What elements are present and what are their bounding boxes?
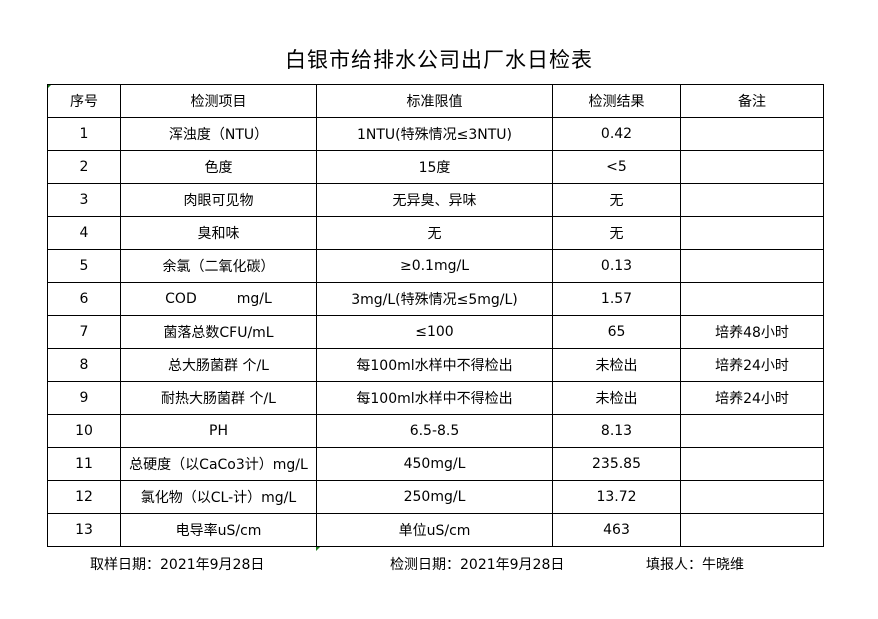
cell-result: 65 <box>552 315 681 349</box>
cell-item: 色度 <box>120 150 317 184</box>
cell-limit: 每100ml水样中不得检出 <box>316 348 553 382</box>
cell-limit: 450mg/L <box>316 447 553 481</box>
table-row: 6 COD mg/L 3mg/L(特殊情况≤5mg/L) 1.57 <box>47 282 824 316</box>
cell-result: 463 <box>552 513 681 547</box>
cell-remark: 培养48小时 <box>680 315 824 349</box>
table-row: 11 总硬度（以CaCo3计）mg/L 450mg/L 235.85 <box>47 447 824 481</box>
cell-result: 0.42 <box>552 117 681 151</box>
cell-item: 臭和味 <box>120 216 317 250</box>
cell-marker <box>316 546 321 551</box>
cell-remark <box>680 480 824 514</box>
cell-item: COD mg/L <box>120 282 317 316</box>
cell-item: 总大肠菌群 个/L <box>120 348 317 382</box>
cell-remark <box>680 513 824 547</box>
cell-limit: 无异臭、异味 <box>316 183 553 217</box>
cell-limit: 6.5-8.5 <box>316 414 553 448</box>
cell-item: 总硬度（以CaCo3计）mg/L <box>120 447 317 481</box>
cell-index: 9 <box>47 381 121 415</box>
cell-index: 1 <box>47 117 121 151</box>
cell-limit: 每100ml水样中不得检出 <box>316 381 553 415</box>
cell-index: 6 <box>47 282 121 316</box>
table-row: 2 色度 15度 <5 <box>47 150 824 184</box>
cell-index: 7 <box>47 315 121 349</box>
cell-result: 8.13 <box>552 414 681 448</box>
cell-limit: ≤100 <box>316 315 553 349</box>
cell-remark: 培养24小时 <box>680 348 824 382</box>
cell-limit: ≥0.1mg/L <box>316 249 553 283</box>
cell-result: 无 <box>552 216 681 250</box>
cell-result: 13.72 <box>552 480 681 514</box>
cell-result: 未检出 <box>552 348 681 382</box>
cell-remark <box>680 216 824 250</box>
table-row: 1 浑浊度（NTU） 1NTU(特殊情况≤3NTU) 0.42 <box>47 117 824 151</box>
header-limit: 标准限值 <box>316 84 553 118</box>
cell-limit: 单位uS/cm <box>316 513 553 547</box>
cell-result: 1.57 <box>552 282 681 316</box>
cell-result: 0.13 <box>552 249 681 283</box>
cell-index: 11 <box>47 447 121 481</box>
table-row: 4 臭和味无无 <box>47 216 824 250</box>
cell-index: 10 <box>47 414 121 448</box>
page-title: 白银市给排水公司出厂水日检表 <box>285 48 593 72</box>
cell-remark: 培养24小时 <box>680 381 824 415</box>
table-row: 13 电导率uS/cm 单位uS/cm 463 <box>47 513 824 547</box>
cell-index: 13 <box>47 513 121 547</box>
sampling-date: 取样日期：2021年9月28日 <box>90 557 265 573</box>
cell-limit: 无 <box>316 216 553 250</box>
cell-item: 浑浊度（NTU） <box>120 117 317 151</box>
table-row: 9 耐热大肠菌群 个/L 每100ml水样中不得检出 未检出 培养24小时 <box>47 381 824 415</box>
cell-result: 未检出 <box>552 381 681 415</box>
cell-item: 电导率uS/cm <box>120 513 317 547</box>
cell-result: 235.85 <box>552 447 681 481</box>
cell-limit: 3mg/L(特殊情况≤5mg/L) <box>316 282 553 316</box>
table-row: 8 总大肠菌群 个/L 每100ml水样中不得检出 未检出 培养24小时 <box>47 348 824 382</box>
table-row: 5 余氯（二氧化碳） ≥0.1mg/L 0.13 <box>47 249 824 283</box>
header-remark: 备注 <box>680 84 824 118</box>
table-row: 3 肉眼可见物 无异臭、异味无 <box>47 183 824 217</box>
cell-item: 氯化物（以CL-计）mg/L <box>120 480 317 514</box>
table-row: 7 菌落总数CFU/mL ≤100 65 培养48小时 <box>47 315 824 349</box>
cell-item: PH <box>120 414 317 448</box>
cell-remark <box>680 282 824 316</box>
cell-remark <box>680 447 824 481</box>
table-row: 12 氯化物（以CL-计）mg/L 250mg/L 13.72 <box>47 480 824 514</box>
cell-item: 耐热大肠菌群 个/L <box>120 381 317 415</box>
header-result: 检测结果 <box>552 84 681 118</box>
header-index: 序号 <box>47 84 121 118</box>
cell-index: 3 <box>47 183 121 217</box>
header-item: 检测项目 <box>120 84 317 118</box>
cell-remark <box>680 414 824 448</box>
cell-index: 8 <box>47 348 121 382</box>
cell-limit: 1NTU(特殊情况≤3NTU) <box>316 117 553 151</box>
header-row: 序号 检测项目 标准限值 检测结果 备注 <box>47 84 824 118</box>
cell-remark <box>680 183 824 217</box>
cell-remark <box>680 249 824 283</box>
cell-index: 5 <box>47 249 121 283</box>
test-date: 检测日期：2021年9月28日 <box>390 557 565 573</box>
cell-item: 菌落总数CFU/mL <box>120 315 317 349</box>
cell-result: <5 <box>552 150 681 184</box>
cell-remark <box>680 117 824 151</box>
cell-limit: 15度 <box>316 150 553 184</box>
cell-index: 12 <box>47 480 121 514</box>
cell-index: 4 <box>47 216 121 250</box>
inspection-table: 序号 检测项目 标准限值 检测结果 备注 1 浑浊度（NTU） 1NTU(特殊情况≤… <box>47 84 824 547</box>
cell-item: 肉眼可见物 <box>120 183 317 217</box>
reporter: 填报人：牛晓维 <box>646 557 744 573</box>
cell-item: 余氯（二氧化碳） <box>120 249 317 283</box>
cell-result: 无 <box>552 183 681 217</box>
table-row: 10 PH 6.5-8.5 8.13 <box>47 414 824 448</box>
cell-remark <box>680 150 824 184</box>
cell-index: 2 <box>47 150 121 184</box>
cell-limit: 250mg/L <box>316 480 553 514</box>
